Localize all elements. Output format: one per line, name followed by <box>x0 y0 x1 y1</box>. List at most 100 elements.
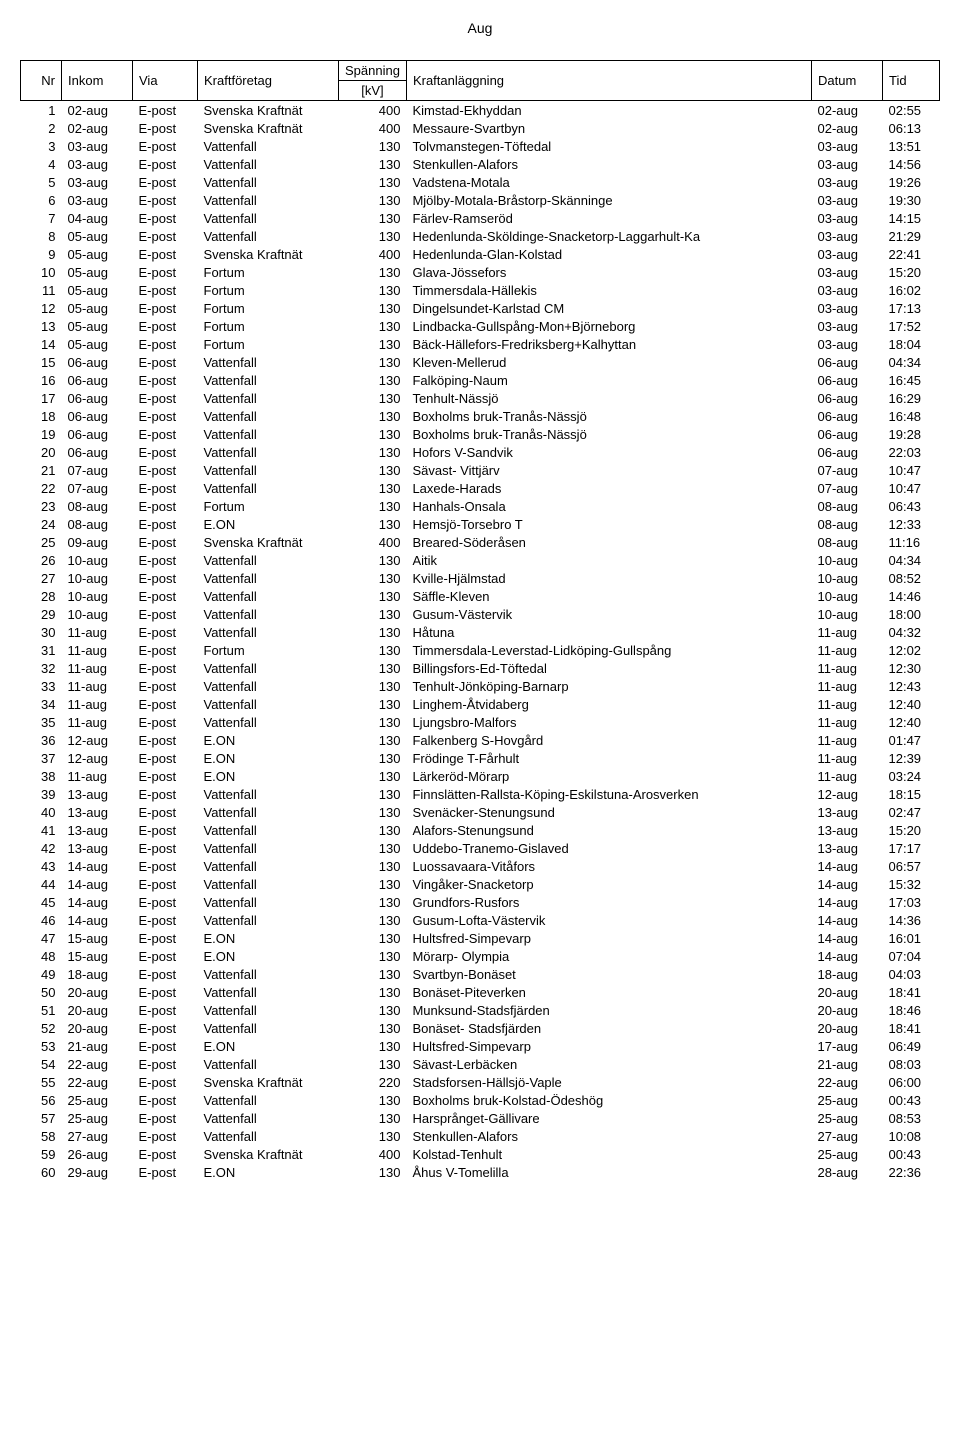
cell-inkom: 15-aug <box>62 929 133 947</box>
cell-via: E-post <box>133 965 198 983</box>
cell-datum: 06-aug <box>812 389 883 407</box>
cell-kraftforetag: Vattenfall <box>198 659 339 677</box>
cell-spanning: 130 <box>339 137 407 155</box>
cell-tid: 10:47 <box>883 461 940 479</box>
cell-nr: 7 <box>21 209 62 227</box>
cell-via: E-post <box>133 281 198 299</box>
cell-spanning: 130 <box>339 281 407 299</box>
col-nr: Nr <box>21 61 62 101</box>
cell-via: E-post <box>133 461 198 479</box>
cell-inkom: 06-aug <box>62 353 133 371</box>
cell-tid: 13:51 <box>883 137 940 155</box>
cell-spanning: 130 <box>339 173 407 191</box>
cell-kraftforetag: Fortum <box>198 317 339 335</box>
cell-via: E-post <box>133 803 198 821</box>
cell-inkom: 20-aug <box>62 1019 133 1037</box>
cell-kraftanlaggning: Falkenberg S-Hovgård <box>406 731 811 749</box>
cell-kraftanlaggning: Boxholms bruk-Tranås-Nässjö <box>406 407 811 425</box>
cell-via: E-post <box>133 497 198 515</box>
table-row: 1005-augE-postFortum130Glava-Jössefors03… <box>21 263 940 281</box>
cell-tid: 14:56 <box>883 155 940 173</box>
cell-spanning: 130 <box>339 605 407 623</box>
cell-spanning: 130 <box>339 1055 407 1073</box>
cell-inkom: 13-aug <box>62 803 133 821</box>
cell-via: E-post <box>133 731 198 749</box>
cell-inkom: 15-aug <box>62 947 133 965</box>
cell-inkom: 06-aug <box>62 407 133 425</box>
cell-via: E-post <box>133 317 198 335</box>
cell-datum: 27-aug <box>812 1127 883 1145</box>
cell-nr: 11 <box>21 281 62 299</box>
cell-datum: 08-aug <box>812 515 883 533</box>
cell-inkom: 06-aug <box>62 371 133 389</box>
cell-via: E-post <box>133 893 198 911</box>
cell-nr: 19 <box>21 425 62 443</box>
cell-nr: 31 <box>21 641 62 659</box>
cell-tid: 08:53 <box>883 1109 940 1127</box>
cell-nr: 18 <box>21 407 62 425</box>
cell-via: E-post <box>133 299 198 317</box>
cell-kraftforetag: Fortum <box>198 335 339 353</box>
cell-kraftforetag: Vattenfall <box>198 137 339 155</box>
cell-spanning: 400 <box>339 101 407 120</box>
col-inkom: Inkom <box>62 61 133 101</box>
cell-inkom: 05-aug <box>62 245 133 263</box>
cell-inkom: 10-aug <box>62 605 133 623</box>
cell-kraftforetag: Fortum <box>198 641 339 659</box>
cell-kraftforetag: Vattenfall <box>198 551 339 569</box>
cell-spanning: 130 <box>339 1037 407 1055</box>
cell-via: E-post <box>133 407 198 425</box>
cell-datum: 02-aug <box>812 119 883 137</box>
table-row: 2910-augE-postVattenfall130Gusum-Västerv… <box>21 605 940 623</box>
cell-datum: 14-aug <box>812 857 883 875</box>
cell-kraftanlaggning: Mjölby-Motala-Bråstorp-Skänninge <box>406 191 811 209</box>
cell-tid: 12:40 <box>883 713 940 731</box>
cell-datum: 06-aug <box>812 353 883 371</box>
cell-spanning: 130 <box>339 299 407 317</box>
cell-spanning: 130 <box>339 965 407 983</box>
cell-spanning: 130 <box>339 371 407 389</box>
cell-spanning: 130 <box>339 641 407 659</box>
cell-spanning: 130 <box>339 353 407 371</box>
cell-kraftforetag: Vattenfall <box>198 569 339 587</box>
cell-tid: 18:46 <box>883 1001 940 1019</box>
cell-kraftanlaggning: Ljungsbro-Malfors <box>406 713 811 731</box>
data-table: Nr Inkom Via Kraftföretag Spänning Kraft… <box>20 60 940 1181</box>
cell-via: E-post <box>133 947 198 965</box>
cell-datum: 06-aug <box>812 371 883 389</box>
cell-datum: 13-aug <box>812 839 883 857</box>
cell-spanning: 130 <box>339 821 407 839</box>
table-row: 1305-augE-postFortum130Lindbacka-Gullspå… <box>21 317 940 335</box>
cell-kraftforetag: Vattenfall <box>198 785 339 803</box>
cell-datum: 14-aug <box>812 929 883 947</box>
cell-spanning: 130 <box>339 551 407 569</box>
cell-datum: 21-aug <box>812 1055 883 1073</box>
cell-kraftanlaggning: Glava-Jössefors <box>406 263 811 281</box>
cell-datum: 07-aug <box>812 461 883 479</box>
cell-datum: 08-aug <box>812 533 883 551</box>
table-body: 102-augE-postSvenska Kraftnät400Kimstad-… <box>21 101 940 1182</box>
cell-kraftanlaggning: Kleven-Mellerud <box>406 353 811 371</box>
cell-tid: 14:36 <box>883 911 940 929</box>
cell-kraftforetag: E.ON <box>198 947 339 965</box>
cell-via: E-post <box>133 983 198 1001</box>
cell-kraftforetag: Vattenfall <box>198 1091 339 1109</box>
cell-spanning: 130 <box>339 947 407 965</box>
cell-nr: 27 <box>21 569 62 587</box>
cell-spanning: 130 <box>339 209 407 227</box>
cell-kraftanlaggning: Bäck-Hällefors-Fredriksberg+Kalhyttan <box>406 335 811 353</box>
table-row: 4213-augE-postVattenfall130Uddebo-Tranem… <box>21 839 940 857</box>
table-row: 1205-augE-postFortum130Dingelsundet-Karl… <box>21 299 940 317</box>
cell-spanning: 130 <box>339 767 407 785</box>
cell-via: E-post <box>133 335 198 353</box>
cell-tid: 16:02 <box>883 281 940 299</box>
cell-spanning: 130 <box>339 839 407 857</box>
cell-via: E-post <box>133 119 198 137</box>
table-row: 3011-augE-postVattenfall130Håtuna11-aug0… <box>21 623 940 641</box>
table-row: 3311-augE-postVattenfall130Tenhult-Jönkö… <box>21 677 940 695</box>
cell-kraftanlaggning: Aitik <box>406 551 811 569</box>
cell-nr: 10 <box>21 263 62 281</box>
cell-kraftanlaggning: Bonäset- Stadsfjärden <box>406 1019 811 1037</box>
cell-datum: 25-aug <box>812 1145 883 1163</box>
table-row: 4113-augE-postVattenfall130Alafors-Stenu… <box>21 821 940 839</box>
